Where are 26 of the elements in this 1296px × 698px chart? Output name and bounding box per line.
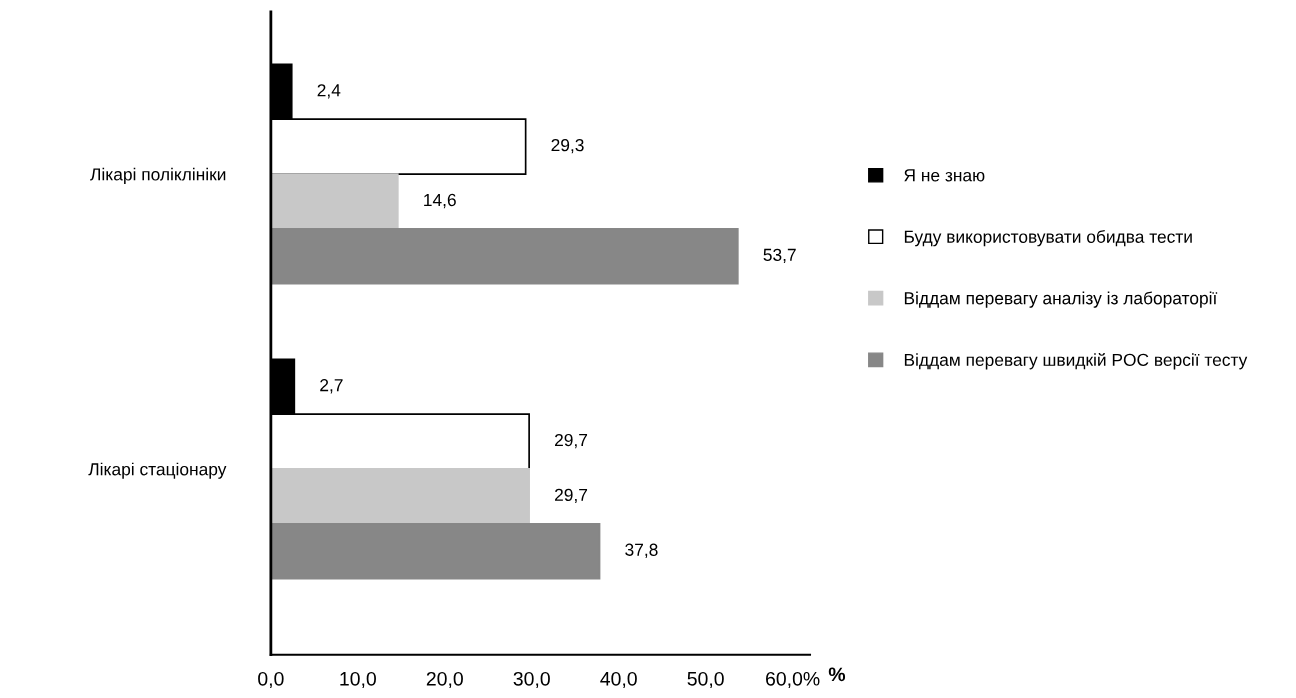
x-tick-label: 30,0	[513, 671, 550, 688]
x-tick-label: 50,0	[687, 671, 724, 688]
data-label: 2,7	[320, 379, 343, 394]
data-label: 29,7	[555, 488, 588, 504]
x-tick-label: 0,0	[258, 671, 284, 688]
data-label: 14,6	[424, 193, 456, 209]
data-label: 53,7	[763, 248, 796, 264]
bar	[270, 173, 399, 230]
legend-label: Я не знаю	[904, 169, 985, 182]
x-tick-label: 10,0	[340, 671, 376, 688]
legend-label: Віддам перевагу швидкій POC версії тесту	[904, 352, 1248, 370]
x-tick-label: 20,0	[426, 671, 463, 688]
bar	[270, 468, 530, 525]
legend-label: Буду використовувати обидва тести	[904, 230, 1192, 247]
bar	[270, 228, 739, 285]
data-label: 37,8	[625, 543, 658, 558]
data-label: 29,3	[551, 139, 584, 154]
x-tick-label: 40,0	[600, 671, 637, 688]
data-label: 2,4	[317, 84, 341, 99]
legend-label: Віддам перевагу аналізу із лабораторії	[904, 291, 1218, 308]
bar	[270, 522, 601, 580]
x-tick-label: 60,0%	[766, 671, 820, 688]
data-label: 29,7	[555, 433, 588, 449]
y-tick-label: Лікарі стаціонару	[88, 462, 227, 479]
y-tick-label: Лікарі поліклініки	[90, 167, 226, 184]
x-axis-title: %	[828, 667, 846, 682]
